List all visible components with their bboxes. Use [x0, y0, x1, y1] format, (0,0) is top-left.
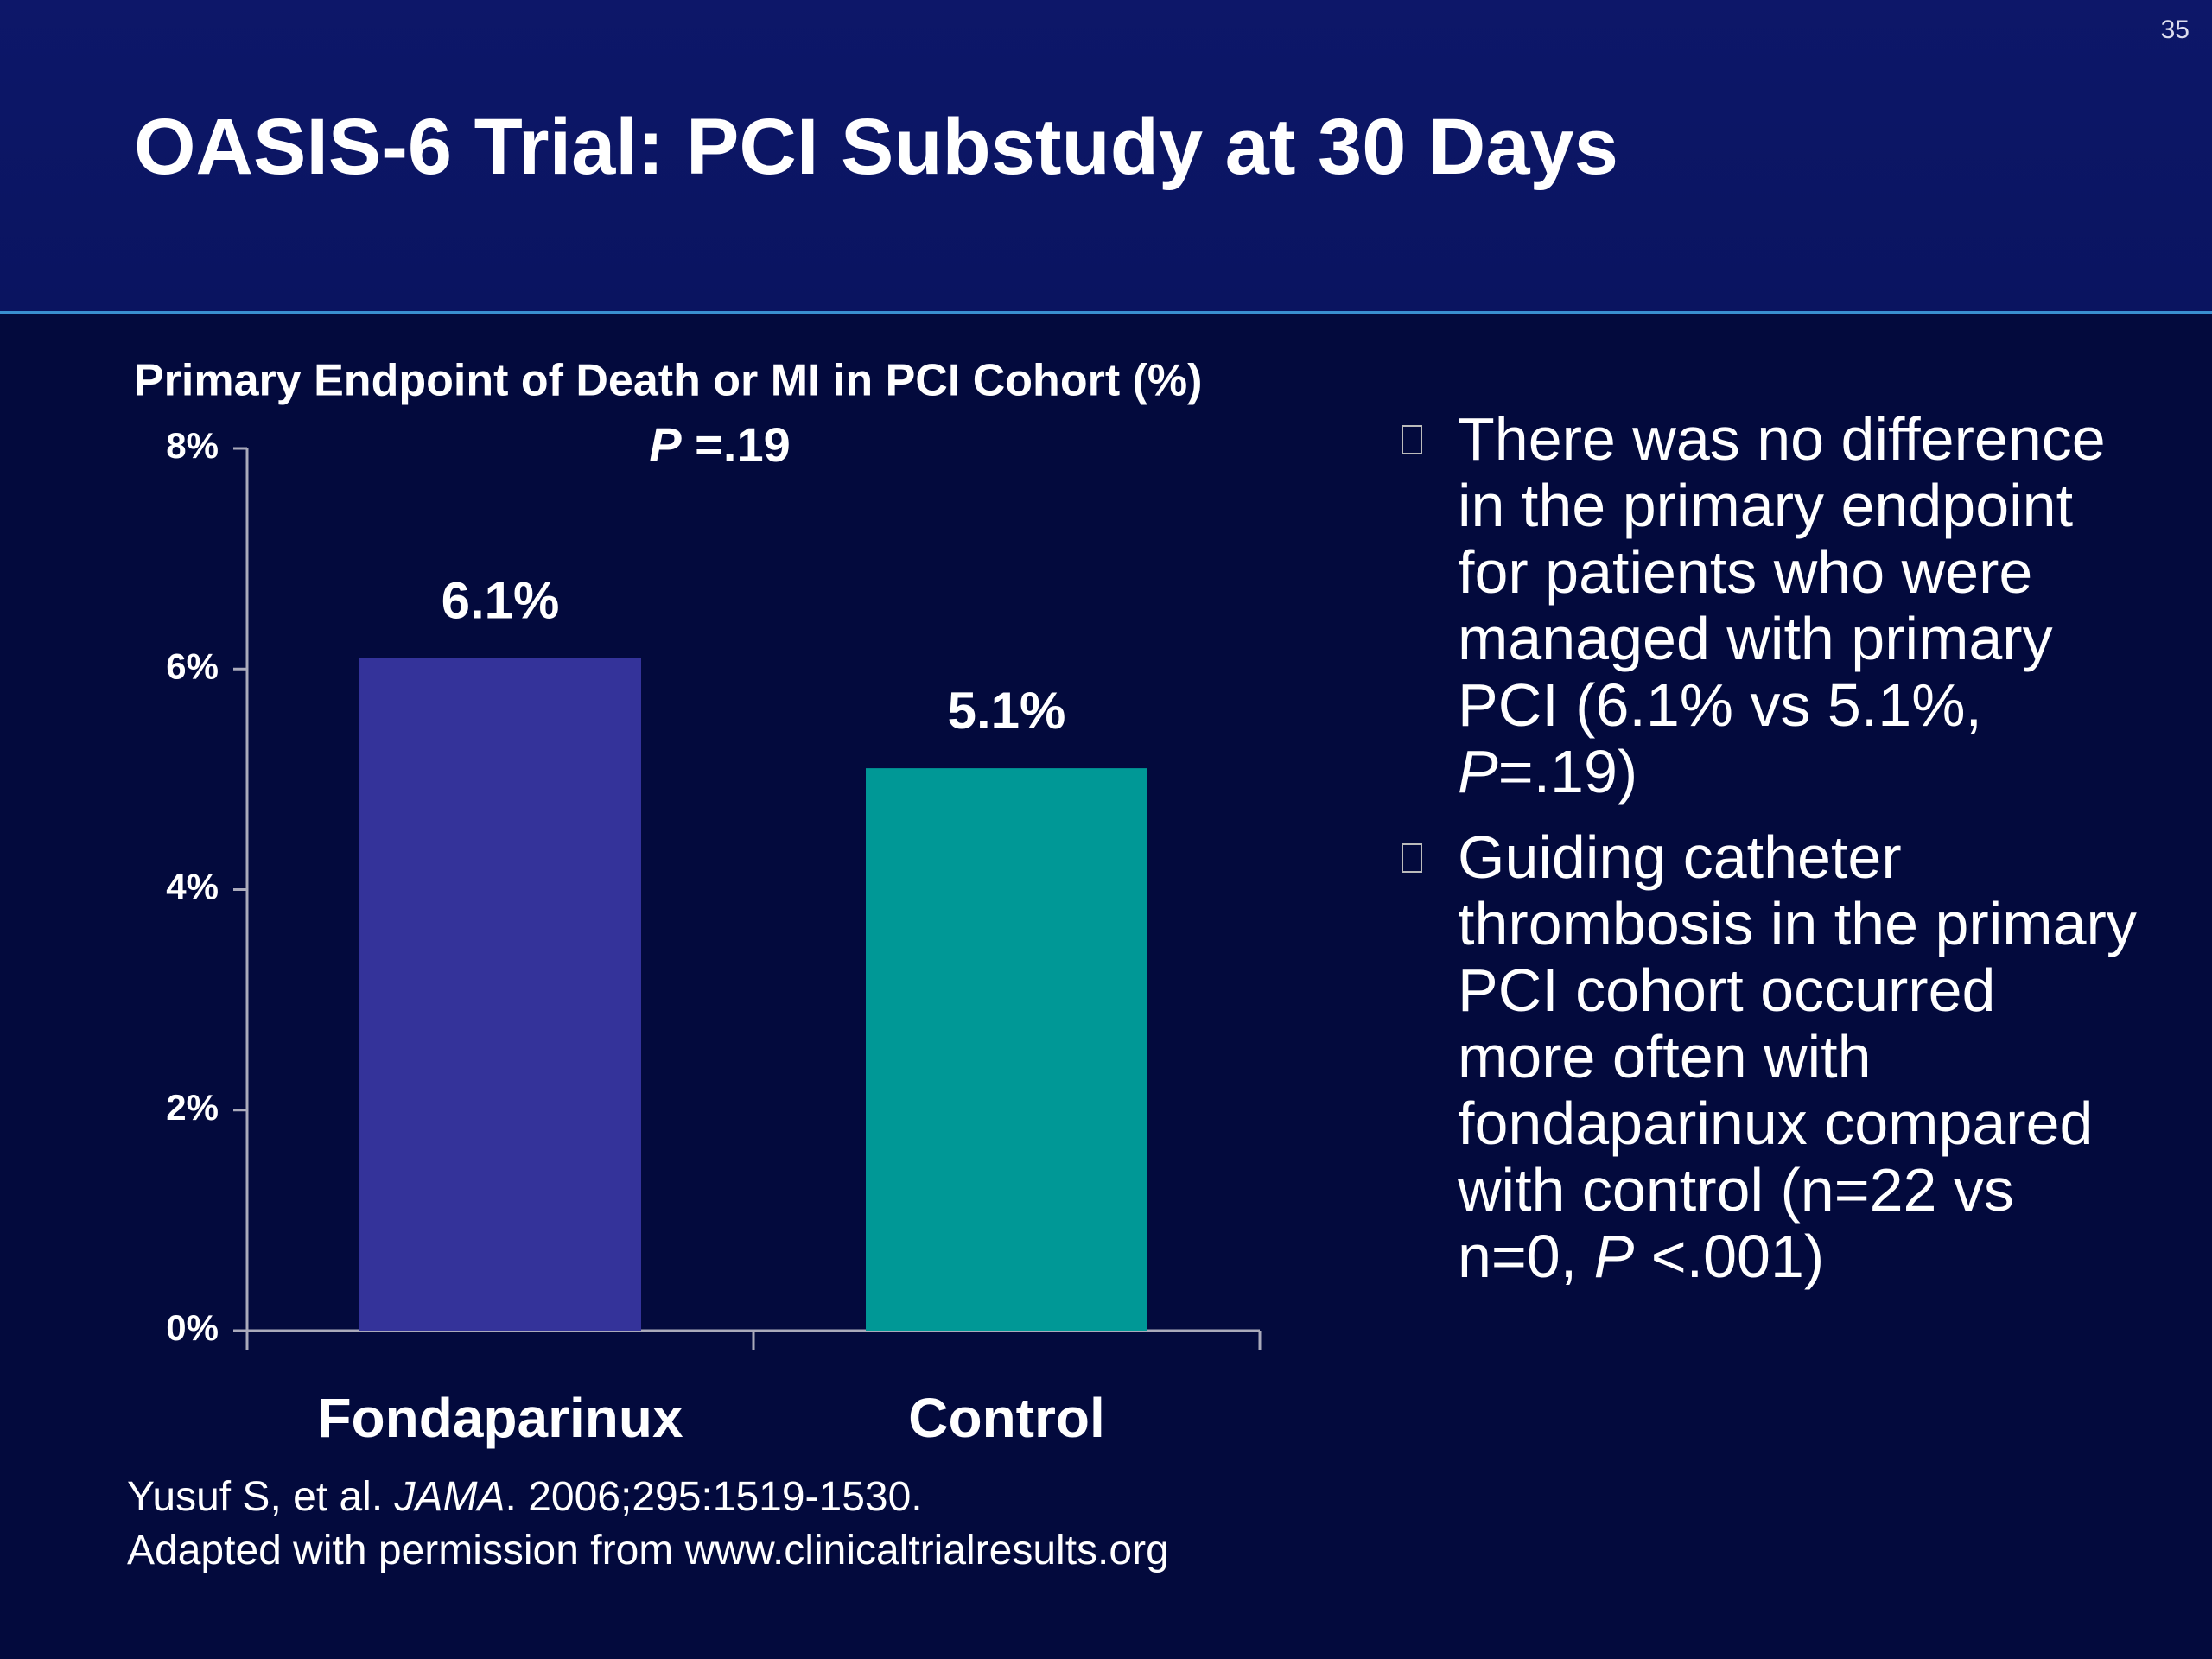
- y-tick-label: 8%: [166, 425, 219, 466]
- text-segment: There was no difference in the primary e…: [1458, 405, 2106, 739]
- slide-number: 35: [2160, 16, 2190, 44]
- y-tick-label: 2%: [166, 1087, 219, 1128]
- citation: Yusuf S, et al. JAMA. 2006;295:1519-1530…: [127, 1471, 1169, 1578]
- text-segment: JAMA: [394, 1474, 505, 1520]
- value-label: 6.1%: [442, 571, 560, 629]
- x-tick-label: Fondaparinux: [317, 1387, 683, 1449]
- text-segment: Guiding catheter thrombosis in the prima…: [1458, 823, 2137, 1290]
- bar: [359, 658, 641, 1331]
- x-tick-label: Control: [908, 1387, 1105, 1449]
- text-segment: =.19): [1497, 738, 1638, 805]
- y-tick-label: 0%: [166, 1307, 219, 1348]
- text-segment: Yusuf S, et al.: [127, 1474, 395, 1520]
- text-segment: Adapted with permission from www.clinica…: [127, 1528, 1169, 1573]
- text-segment: P: [1458, 738, 1498, 805]
- citation-line: Yusuf S, et al. JAMA. 2006;295:1519-1530…: [127, 1471, 1169, 1524]
- bar: [866, 768, 1147, 1331]
- text-segment: . 2006;295:1519-1530.: [505, 1474, 923, 1520]
- bullet-marker: [1402, 843, 1422, 873]
- p-value-annotation: P =.19: [649, 417, 790, 472]
- text-segment: <.001): [1634, 1223, 1825, 1290]
- citation-line: Adapted with permission from www.clinica…: [127, 1524, 1169, 1578]
- bullet-marker: [1402, 425, 1422, 454]
- header-band: [0, 0, 2212, 314]
- bullet: Guiding catheter thrombosis in the prima…: [1400, 824, 2143, 1290]
- annotation-part: P: [649, 417, 682, 472]
- bullet: There was no difference in the primary e…: [1400, 406, 2143, 805]
- value-label: 5.1%: [948, 682, 1066, 740]
- text-segment: P: [1593, 1223, 1635, 1290]
- y-tick-label: 6%: [166, 645, 219, 686]
- annotation-part: =.19: [682, 417, 791, 472]
- slide-title: OASIS-6 Trial: PCI Substudy at 30 Days: [134, 103, 1618, 191]
- y-tick-label: 4%: [166, 867, 219, 907]
- bullet-list: There was no difference in the primary e…: [1400, 406, 2143, 1309]
- chart-title: Primary Endpoint of Death or MI in PCI C…: [134, 356, 1202, 406]
